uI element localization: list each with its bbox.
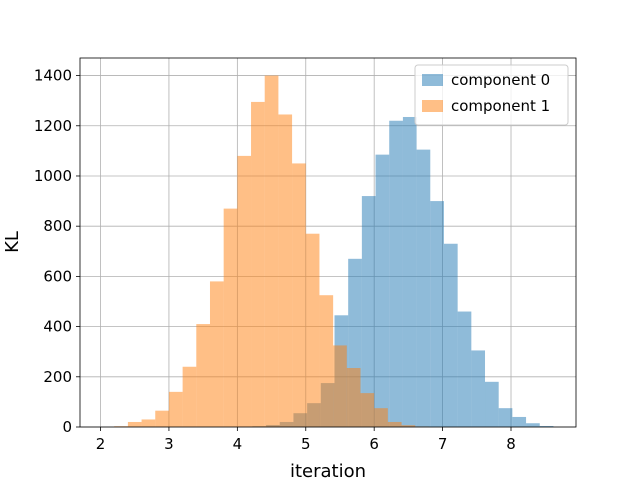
histogram-bar-series-1 [278,114,293,428]
y-axis-ticks: 0 200 400 600 800 1000 1200 1400 [34,67,80,436]
legend-label: component 0 [451,71,550,89]
histogram-bar-series-1 [155,410,169,427]
x-tick-label: 6 [369,435,379,453]
histogram-bar-series-1 [141,419,156,427]
histogram-bar-series-1 [237,155,252,428]
histogram-bar-series-0 [539,425,554,427]
histogram-bar-series-1 [168,391,183,427]
y-tick-label: 1200 [34,117,72,135]
histogram-bar-series-1 [333,345,347,427]
histogram-bar-series-0 [443,243,458,427]
x-axis-label: iteration [290,461,366,480]
y-tick-label: 0 [62,418,72,436]
histogram-bar-series-1 [387,421,402,427]
histogram-bar-series-1 [401,425,416,427]
x-tick-label: 2 [96,435,106,453]
y-tick-label: 800 [43,217,72,235]
x-tick-label: 5 [301,435,311,453]
histogram-bar-series-1 [264,75,279,428]
histogram-bar-series-0 [526,423,540,427]
histogram-bar-series-1 [251,101,265,427]
plot-frame [79,57,577,428]
histogram-bar-series-1 [223,208,238,427]
histogram-bar-series-0 [498,408,513,427]
y-tick-label: 600 [43,267,72,285]
histogram-bar-series-0 [457,311,472,427]
y-tick-label: 1400 [34,67,72,85]
y-axis-label: KL [2,231,23,253]
histogram-bar-series-0 [430,201,444,427]
y-tick-label: 400 [43,318,72,336]
histogram-bar-series-0 [512,416,527,427]
histogram-bar-series-0 [416,149,431,428]
x-tick-label: 4 [233,435,243,453]
histogram-bar-series-1 [374,408,388,427]
histogram-bar-series-1 [127,421,142,427]
x-tick-label: 8 [506,435,516,453]
y-tick-label: 200 [43,368,72,386]
histogram-bar-series-1 [292,163,306,427]
y-tick-label: 1000 [34,167,72,185]
histogram-bar-series-1 [346,368,361,427]
legend-swatch [422,100,443,112]
histogram-bar-series-0 [389,120,403,428]
histogram-bar-series-1 [209,281,224,427]
legend-box [414,64,569,126]
histogram-bar-series-1 [305,233,320,427]
histogram-bar-series-1 [360,393,375,427]
histogram-bar-series-0 [485,381,499,427]
histogram-bar-series-1 [319,295,334,427]
legend-label: component 1 [451,97,550,115]
x-tick-label: 7 [438,435,448,453]
histogram-bar-series-0 [361,196,376,427]
legend-swatch [422,74,443,86]
histogram-bar-series-0 [471,350,486,427]
histogram-bar-series-1 [182,366,197,427]
legend: component 0 component 1 [414,64,569,126]
histogram-bar-series-1 [196,324,210,427]
x-axis-ticks: 2 3 4 5 6 7 8 [96,427,516,453]
histogram-bars [114,75,554,428]
histogram-bar-series-0 [375,154,390,427]
x-tick-label: 3 [164,435,174,453]
histogram-bar-series-0 [402,116,417,427]
